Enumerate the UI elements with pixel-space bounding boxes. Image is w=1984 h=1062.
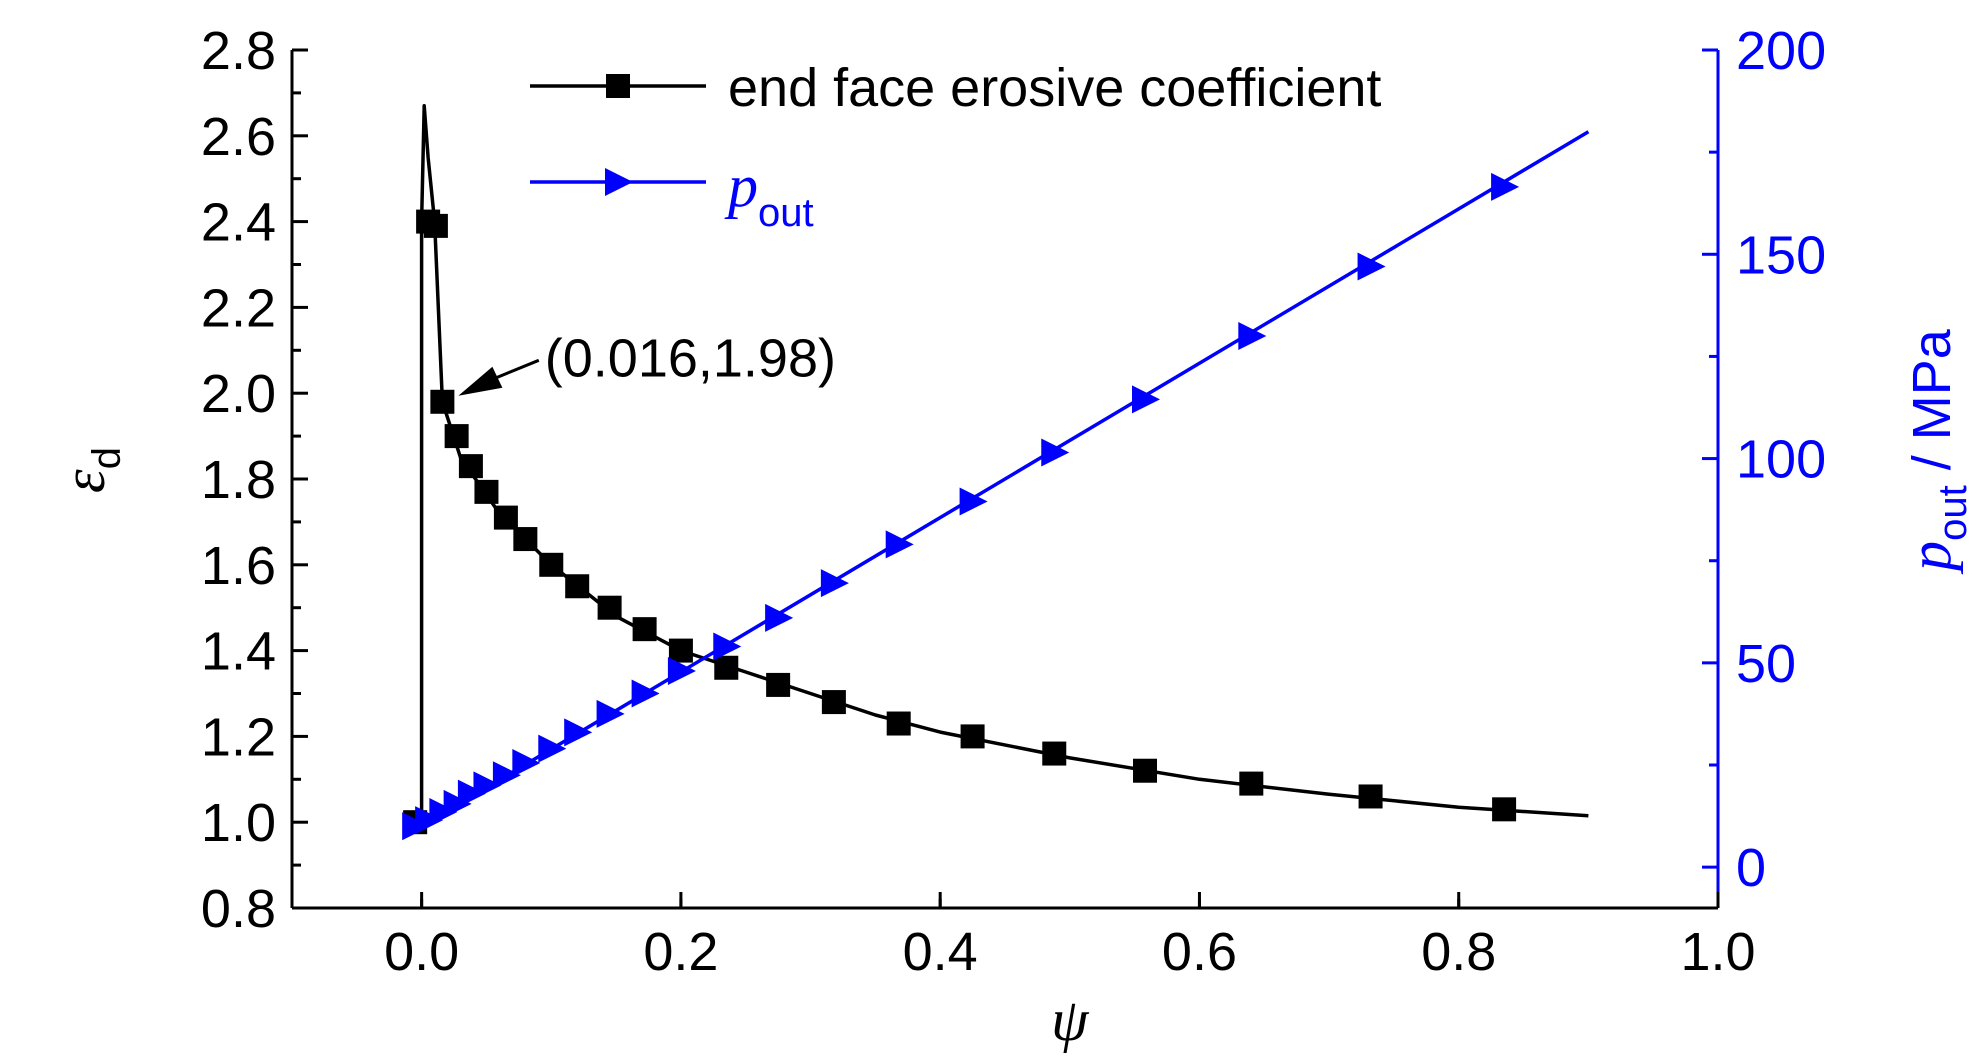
data-point-square <box>458 454 483 479</box>
annotation-arrowhead <box>458 366 503 396</box>
x-tick-label: 0.4 <box>903 922 978 982</box>
legend-marker-triangle <box>605 168 633 196</box>
data-point-triangle <box>457 779 486 808</box>
data-point-square <box>1358 784 1383 809</box>
legend: end face erosive coefficient pout <box>530 58 1381 235</box>
data-point-triangle <box>820 569 849 598</box>
right-y-tick-label: 50 <box>1736 634 1796 694</box>
data-point-triangle <box>1132 385 1161 414</box>
data-point-triangle <box>631 679 660 708</box>
data-point-square <box>1042 741 1067 766</box>
data-point-triangle <box>765 603 794 632</box>
left-y-tick-label: 2.2 <box>201 278 276 338</box>
data-point-triangle <box>443 789 472 818</box>
data-point-triangle <box>415 806 444 835</box>
data-point-triangle <box>596 699 625 728</box>
data-point-square <box>632 617 657 642</box>
data-point-triangle <box>885 530 914 559</box>
data-point-square <box>513 527 538 552</box>
data-point-square <box>821 690 846 715</box>
data-point-square <box>444 424 469 449</box>
data-point-square <box>565 574 590 599</box>
legend-label-erosive: end face erosive coefficient <box>728 58 1381 118</box>
data-point-square <box>1492 797 1517 822</box>
x-tick-label: 1.0 <box>1680 922 1755 982</box>
data-point-square <box>430 389 455 414</box>
left-y-tick-label: 2.6 <box>201 107 276 167</box>
left-y-tick-label: 2.0 <box>201 364 276 424</box>
left-y-tick-label: 1.4 <box>201 622 276 682</box>
legend-label-pout: pout <box>724 153 814 235</box>
axes: 0.0 0.2 0.4 0.6 0.8 1.0 0.8 1.0 1.2 1.4 1.6 1.8 2.0 2… <box>201 21 1826 982</box>
data-point-triangle <box>667 657 696 686</box>
data-point-triangle <box>473 771 502 800</box>
data-point-square <box>539 552 564 577</box>
x-axis-title: ψ <box>1051 987 1090 1053</box>
x-tick-label: 0.6 <box>1162 922 1237 982</box>
x-tick-label: 0.8 <box>1421 922 1496 982</box>
data-point-square <box>766 672 791 697</box>
right-y-tick-label: 200 <box>1736 21 1826 81</box>
data-point-triangle <box>1491 172 1520 201</box>
data-point-square <box>1133 758 1158 783</box>
left-y-tick-label: 2.4 <box>201 193 276 253</box>
data-point-square <box>493 505 518 530</box>
data-point-square <box>668 638 693 663</box>
data-point-triangle <box>959 487 988 516</box>
plot-area <box>402 104 1590 841</box>
data-point-triangle <box>1238 322 1267 350</box>
series-0 <box>403 104 1589 835</box>
data-point-square <box>886 711 911 736</box>
data-point-triangle <box>512 748 541 777</box>
data-point-triangle <box>1041 438 1070 467</box>
left-y-axis-title: εd <box>51 447 129 493</box>
data-point-square <box>714 655 739 680</box>
annotation: (0.016,1.98) <box>458 328 836 396</box>
data-point-triangle <box>564 718 593 747</box>
data-point-triangle <box>492 761 521 790</box>
data-point-square <box>474 479 499 504</box>
left-y-tick-label: 1.2 <box>201 707 276 767</box>
data-point-square <box>597 595 622 620</box>
x-tick-label: 0.2 <box>643 922 718 982</box>
data-point-triangle <box>1357 252 1386 281</box>
axis-titles: ψ εd pout / MPa <box>51 328 1975 1053</box>
data-point-square <box>423 213 448 238</box>
data-point-triangle <box>713 632 742 661</box>
x-tick-label: 0.0 <box>384 922 459 982</box>
right-y-axis-title: pout / MPa <box>1897 328 1975 575</box>
left-y-tick-label: 1.6 <box>201 536 276 596</box>
left-y-tick-label: 1.8 <box>201 450 276 510</box>
left-y-tick-label: 0.8 <box>201 879 276 939</box>
data-point-square <box>1239 771 1264 796</box>
series-1 <box>402 130 1590 841</box>
left-y-tick-label: 2.8 <box>201 21 276 81</box>
data-point-square <box>960 724 985 749</box>
right-y-tick-label: 100 <box>1736 430 1826 490</box>
legend-marker-square <box>606 74 630 98</box>
data-point-triangle <box>538 734 567 763</box>
right-y-tick-label: 150 <box>1736 225 1826 285</box>
data-point-triangle <box>429 797 458 826</box>
right-y-tick-label: 0 <box>1736 838 1766 898</box>
left-y-tick-label: 1.0 <box>201 793 276 853</box>
annotation-text: (0.016,1.98) <box>545 328 836 388</box>
